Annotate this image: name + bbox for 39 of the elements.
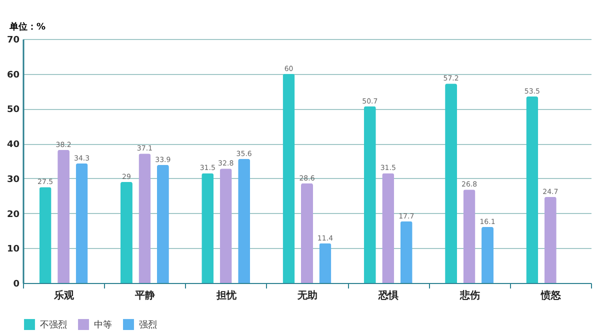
bar [544, 196, 556, 283]
bar [445, 84, 458, 283]
bar [156, 164, 169, 283]
bar [282, 74, 295, 283]
bar [58, 150, 70, 283]
x-tick-label: 乐观 [53, 290, 76, 302]
bar [120, 182, 132, 283]
y-tick-label: 50 [6, 105, 20, 116]
x-tick-label: 愤怒 [540, 290, 562, 302]
bar [482, 226, 494, 283]
bar [138, 154, 151, 283]
bar [382, 173, 394, 283]
legend-label: 不强烈 [40, 320, 67, 331]
bar [319, 243, 332, 283]
x-tick-label: 无助 [296, 290, 318, 302]
x-tick-label: 担忧 [215, 290, 238, 302]
y-tick-label: 60 [6, 70, 20, 80]
bar [202, 173, 214, 283]
bar [400, 221, 412, 283]
bar [463, 190, 476, 283]
legend-label: 强烈 [139, 320, 157, 331]
y-tick-label: 10 [6, 244, 20, 255]
bar [301, 183, 313, 283]
y-tick-label: 20 [6, 210, 20, 220]
y-tick-label: 40 [6, 140, 20, 150]
y-tick-label: 0 [13, 280, 20, 290]
bar [76, 163, 88, 283]
y-axis-title: 单位：% [8, 22, 46, 32]
x-tick-label: 悲伤 [458, 290, 480, 302]
y-tick-label: 70 [6, 36, 20, 46]
bar [238, 158, 250, 283]
bar [39, 187, 52, 283]
bar [526, 96, 538, 283]
x-tick-label: 平静 [134, 290, 156, 302]
bar [220, 168, 232, 283]
bar [364, 106, 376, 283]
x-tick-label: 恐惧 [378, 290, 399, 302]
y-tick-label: 30 [6, 174, 20, 185]
legend-label: 中等 [94, 320, 112, 331]
